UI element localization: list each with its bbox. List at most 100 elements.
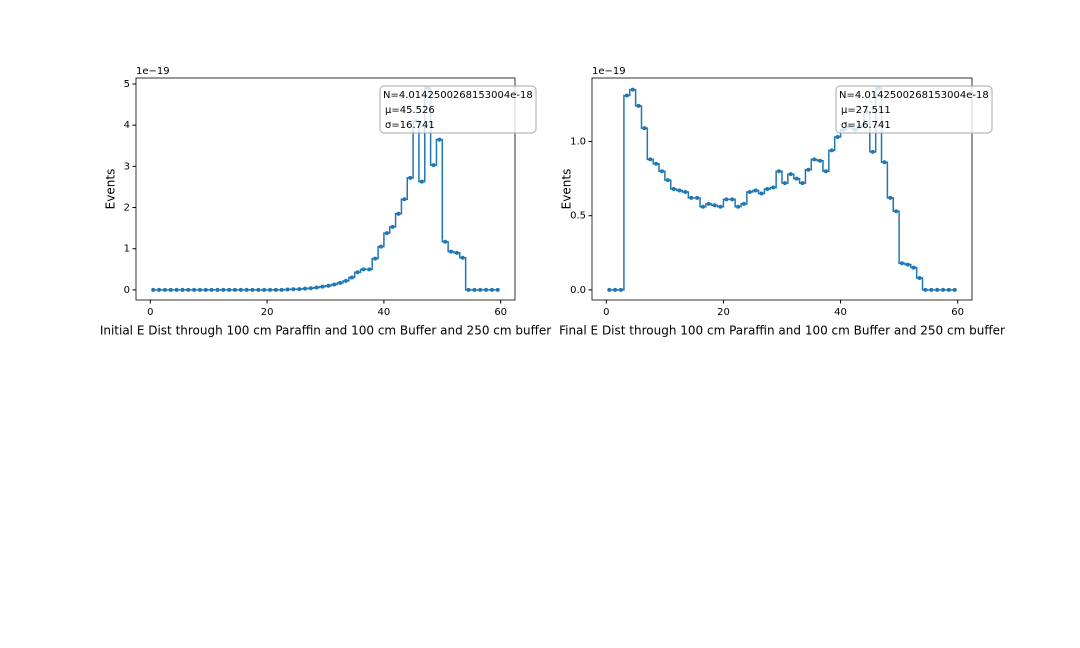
marker bbox=[683, 189, 688, 194]
x-tick-label: 20 bbox=[261, 307, 274, 318]
marker bbox=[162, 287, 167, 292]
marker bbox=[443, 239, 448, 244]
y-tick-label: 1 bbox=[124, 244, 130, 255]
x-tick-label: 60 bbox=[494, 307, 507, 318]
marker bbox=[888, 195, 893, 200]
marker bbox=[256, 287, 261, 292]
marker bbox=[665, 178, 670, 183]
marker bbox=[361, 267, 366, 272]
marker bbox=[408, 175, 413, 180]
x-tick-label: 60 bbox=[951, 307, 964, 318]
marker bbox=[238, 287, 243, 292]
marker bbox=[431, 163, 436, 168]
y-tick-label: 0.5 bbox=[570, 211, 586, 222]
marker bbox=[279, 287, 284, 292]
marker bbox=[777, 169, 782, 174]
marker bbox=[174, 287, 179, 292]
marker bbox=[900, 261, 905, 266]
marker bbox=[917, 276, 922, 281]
marker bbox=[894, 209, 899, 214]
y-tick-label: 2 bbox=[124, 203, 130, 214]
marker bbox=[197, 287, 202, 292]
marker bbox=[338, 280, 343, 285]
marker bbox=[654, 161, 659, 166]
marker bbox=[613, 287, 618, 292]
marker bbox=[232, 287, 237, 292]
marker bbox=[484, 287, 489, 292]
marker bbox=[384, 231, 389, 236]
marker bbox=[712, 203, 717, 208]
marker bbox=[227, 287, 232, 292]
stats-line: μ=45.526 bbox=[385, 105, 435, 116]
subplot: 0 20 40 60 0 1 2 3 4 5 1e−19 Initial E Dist through… bbox=[100, 66, 551, 338]
marker bbox=[367, 267, 372, 272]
marker bbox=[268, 287, 273, 292]
marker bbox=[671, 187, 676, 191]
marker bbox=[332, 282, 337, 287]
marker bbox=[765, 187, 770, 191]
marker bbox=[759, 191, 764, 196]
marker bbox=[460, 255, 465, 260]
marker bbox=[730, 197, 735, 202]
x-axis-label: Initial E Dist through 100 cm Paraffin a… bbox=[100, 324, 551, 338]
marker bbox=[782, 181, 787, 186]
y-tick-label: 4 bbox=[124, 120, 130, 131]
marker bbox=[823, 169, 828, 174]
marker bbox=[806, 167, 811, 172]
marker bbox=[396, 211, 401, 216]
marker bbox=[180, 287, 185, 292]
marker bbox=[449, 249, 454, 254]
marker bbox=[203, 287, 208, 292]
x-tick-label: 0 bbox=[603, 307, 609, 318]
marker bbox=[829, 148, 834, 153]
marker bbox=[285, 287, 290, 292]
y-tick-label: 0 bbox=[124, 285, 130, 296]
stats-line: N=4.0142500268153004e-18 bbox=[839, 90, 989, 101]
marker bbox=[952, 287, 957, 292]
marker bbox=[870, 149, 875, 154]
axes-frame bbox=[135, 77, 516, 301]
marker bbox=[929, 287, 934, 292]
marker bbox=[390, 224, 395, 229]
marker bbox=[882, 160, 887, 165]
marker bbox=[402, 197, 407, 202]
marker bbox=[946, 287, 951, 292]
x-tick-label: 0 bbox=[147, 307, 153, 318]
marker bbox=[343, 278, 348, 283]
y-tick-label: 0.0 bbox=[570, 285, 586, 296]
marker bbox=[689, 195, 694, 200]
y-axis-label: Events bbox=[560, 169, 574, 210]
marker bbox=[636, 103, 641, 108]
marker bbox=[349, 275, 354, 280]
marker bbox=[659, 169, 664, 174]
stats-box bbox=[835, 85, 993, 134]
marker bbox=[378, 244, 383, 249]
marker bbox=[314, 285, 319, 290]
marker bbox=[373, 256, 378, 261]
marker bbox=[303, 286, 308, 291]
marker bbox=[273, 287, 278, 292]
x-tick-label: 20 bbox=[717, 307, 730, 318]
marker bbox=[800, 181, 805, 186]
marker bbox=[262, 287, 267, 292]
marker bbox=[624, 93, 629, 98]
marker bbox=[642, 126, 647, 131]
marker bbox=[794, 176, 799, 181]
marker bbox=[355, 270, 360, 275]
marker bbox=[818, 158, 823, 163]
marker bbox=[648, 157, 653, 162]
marker bbox=[788, 172, 793, 177]
offset-text: 1e−19 bbox=[136, 66, 170, 77]
offset-text: 1e−19 bbox=[592, 66, 626, 77]
x-tick-label: 40 bbox=[378, 307, 391, 318]
marker bbox=[472, 287, 477, 292]
marker bbox=[192, 287, 197, 292]
marker bbox=[923, 287, 928, 292]
y-tick-label: 3 bbox=[124, 161, 130, 172]
marker bbox=[297, 287, 302, 292]
marker bbox=[489, 287, 494, 292]
marker bbox=[244, 287, 249, 292]
marker bbox=[419, 179, 424, 184]
subplot: 0 20 40 60 0.0 0.5 1.0 1e−19 Final E Dist throug… bbox=[559, 66, 1005, 338]
